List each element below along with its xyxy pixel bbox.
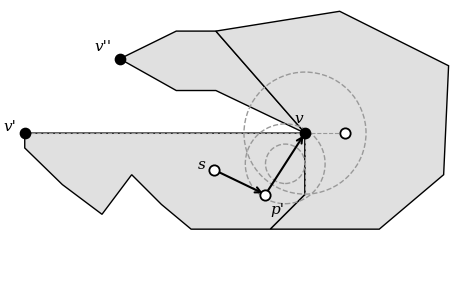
Point (301, 131, 309, 135)
Point (341, 131, 348, 135)
Text: v': v' (3, 121, 16, 135)
Text: p': p' (270, 203, 284, 217)
Polygon shape (25, 133, 305, 229)
Text: v: v (294, 112, 303, 126)
Polygon shape (216, 11, 448, 229)
Polygon shape (120, 31, 305, 133)
Text: s: s (198, 158, 205, 172)
Text: v'': v'' (94, 40, 111, 54)
Point (21, 131, 28, 135)
Point (116, 57, 124, 61)
Point (210, 167, 218, 172)
Point (262, 192, 269, 197)
